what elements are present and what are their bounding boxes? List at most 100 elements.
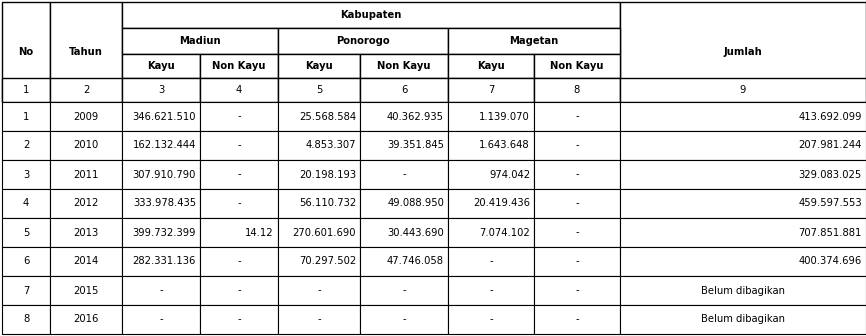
- Text: 3: 3: [158, 85, 165, 95]
- Text: Magetan: Magetan: [509, 36, 559, 46]
- Bar: [360, 102, 448, 131]
- Text: 413.692.099: 413.692.099: [798, 112, 862, 122]
- Bar: [50, 78, 122, 102]
- Bar: [534, 131, 620, 160]
- Bar: [620, 2, 866, 102]
- Text: 207.981.244: 207.981.244: [798, 140, 862, 151]
- Bar: [534, 160, 620, 189]
- Text: -: -: [159, 314, 163, 325]
- Text: 2: 2: [23, 140, 29, 151]
- Bar: [2, 131, 50, 160]
- Bar: [122, 160, 200, 189]
- Text: 2012: 2012: [74, 199, 99, 209]
- Text: -: -: [237, 169, 241, 179]
- Bar: [278, 189, 360, 218]
- Text: Belum dibagikan: Belum dibagikan: [701, 314, 785, 325]
- Text: 4: 4: [236, 85, 242, 95]
- Bar: [360, 54, 448, 78]
- Text: Non Kayu: Non Kayu: [378, 61, 430, 71]
- Text: 2016: 2016: [74, 314, 99, 325]
- Text: Belum dibagikan: Belum dibagikan: [701, 286, 785, 295]
- Text: Ponorogo: Ponorogo: [336, 36, 390, 46]
- Text: 14.12: 14.12: [245, 227, 274, 238]
- Bar: [620, 276, 866, 305]
- Text: 2011: 2011: [74, 169, 99, 179]
- Text: -: -: [575, 140, 578, 151]
- Bar: [278, 54, 360, 78]
- Text: -: -: [402, 286, 406, 295]
- Bar: [122, 189, 200, 218]
- Text: 282.331.136: 282.331.136: [132, 256, 196, 266]
- Bar: [122, 2, 620, 28]
- Bar: [360, 131, 448, 160]
- Text: -: -: [489, 286, 493, 295]
- Text: -: -: [237, 314, 241, 325]
- Text: 5: 5: [316, 85, 322, 95]
- Bar: [448, 189, 534, 218]
- Bar: [50, 131, 122, 160]
- Bar: [278, 247, 360, 276]
- Bar: [278, 28, 448, 54]
- Bar: [50, 276, 122, 305]
- Bar: [448, 28, 620, 54]
- Text: 7: 7: [488, 85, 494, 95]
- Bar: [360, 305, 448, 334]
- Text: 47.746.058: 47.746.058: [387, 256, 444, 266]
- Bar: [200, 78, 278, 102]
- Text: 2013: 2013: [74, 227, 99, 238]
- Text: 307.910.790: 307.910.790: [132, 169, 196, 179]
- Bar: [448, 218, 534, 247]
- Text: Kayu: Kayu: [147, 61, 175, 71]
- Bar: [200, 247, 278, 276]
- Bar: [534, 189, 620, 218]
- Bar: [200, 305, 278, 334]
- Text: Non Kayu: Non Kayu: [550, 61, 604, 71]
- Bar: [50, 218, 122, 247]
- Text: 3: 3: [23, 169, 29, 179]
- Text: -: -: [317, 314, 320, 325]
- Text: -: -: [237, 256, 241, 266]
- Text: Kayu: Kayu: [477, 61, 505, 71]
- Text: -: -: [575, 314, 578, 325]
- Text: Jumlah: Jumlah: [724, 47, 762, 57]
- Bar: [620, 218, 866, 247]
- Bar: [448, 78, 534, 102]
- Text: 9: 9: [740, 85, 746, 95]
- Bar: [2, 247, 50, 276]
- Bar: [122, 131, 200, 160]
- Text: 40.362.935: 40.362.935: [387, 112, 444, 122]
- Bar: [448, 247, 534, 276]
- Bar: [534, 276, 620, 305]
- Bar: [448, 160, 534, 189]
- Bar: [278, 276, 360, 305]
- Text: 5: 5: [23, 227, 29, 238]
- Bar: [278, 102, 360, 131]
- Text: -: -: [402, 314, 406, 325]
- Text: Kayu: Kayu: [305, 61, 333, 71]
- Text: 4.853.307: 4.853.307: [306, 140, 356, 151]
- Bar: [534, 78, 620, 102]
- Bar: [534, 247, 620, 276]
- Bar: [360, 276, 448, 305]
- Text: -: -: [489, 314, 493, 325]
- Text: 974.042: 974.042: [489, 169, 530, 179]
- Bar: [620, 131, 866, 160]
- Text: 6: 6: [401, 85, 407, 95]
- Bar: [200, 131, 278, 160]
- Bar: [50, 189, 122, 218]
- Bar: [2, 276, 50, 305]
- Text: -: -: [575, 256, 578, 266]
- Bar: [2, 102, 50, 131]
- Text: 2014: 2014: [74, 256, 99, 266]
- Text: 707.851.881: 707.851.881: [798, 227, 862, 238]
- Text: -: -: [575, 169, 578, 179]
- Bar: [122, 276, 200, 305]
- Text: 4: 4: [23, 199, 29, 209]
- Text: 39.351.845: 39.351.845: [387, 140, 444, 151]
- Bar: [200, 218, 278, 247]
- Text: 20.419.436: 20.419.436: [473, 199, 530, 209]
- Bar: [2, 78, 50, 102]
- Text: -: -: [575, 199, 578, 209]
- Bar: [50, 247, 122, 276]
- Bar: [620, 247, 866, 276]
